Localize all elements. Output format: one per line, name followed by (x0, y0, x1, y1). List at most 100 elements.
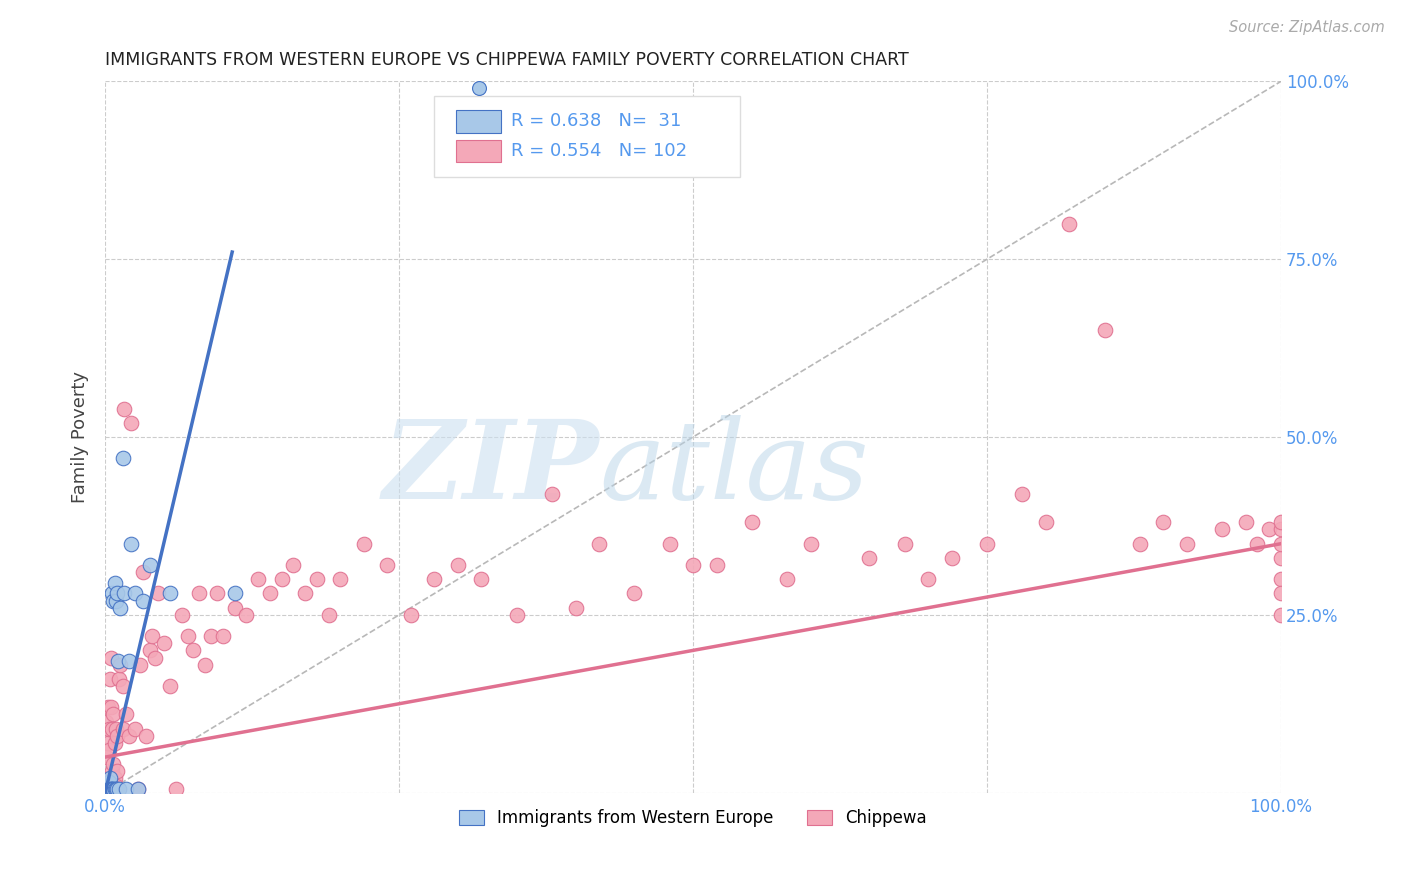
Y-axis label: Family Poverty: Family Poverty (72, 371, 89, 503)
Point (1270, 607, 1292, 622)
Point (224, 586, 246, 600)
Point (97, 775, 120, 789)
Point (124, 586, 146, 600)
Point (110, 600, 132, 615)
Point (143, 650, 166, 665)
Point (1246, 537, 1268, 551)
Point (588, 537, 610, 551)
Point (96, 750, 118, 764)
Point (623, 586, 645, 600)
Point (105, 764, 128, 779)
Point (259, 586, 281, 600)
Text: atlas: atlas (599, 416, 869, 523)
Point (1035, 516, 1057, 530)
Point (96, 714, 118, 729)
Point (235, 607, 257, 622)
Point (100, 700, 122, 714)
Point (139, 643, 162, 657)
Point (111, 451, 134, 466)
Point (97, 722, 120, 736)
Point (105, 782, 128, 797)
Point (100, 650, 122, 665)
Point (1094, 323, 1116, 337)
Point (423, 572, 446, 586)
Point (104, 722, 127, 736)
Point (200, 629, 222, 643)
Point (101, 764, 124, 779)
Text: IMMIGRANTS FROM WESTERN EUROPE VS CHIPPEWA FAMILY POVERTY CORRELATION CHART: IMMIGRANTS FROM WESTERN EUROPE VS CHIPPE… (105, 51, 908, 69)
Point (159, 679, 181, 693)
Point (103, 782, 125, 797)
Point (107, 654, 129, 668)
Point (100, 782, 122, 797)
Point (146, 586, 169, 600)
Point (100, 782, 122, 797)
Point (1270, 537, 1292, 551)
Legend: Immigrants from Western Europe, Chippewa: Immigrants from Western Europe, Chippewa (453, 803, 934, 834)
Point (941, 550, 963, 565)
Point (111, 722, 134, 736)
Point (135, 729, 157, 743)
Point (98, 772, 121, 786)
Point (104, 736, 127, 750)
Point (976, 537, 998, 551)
Point (103, 593, 125, 607)
Point (893, 537, 915, 551)
Point (211, 629, 233, 643)
Point (103, 707, 125, 722)
Point (115, 707, 138, 722)
Text: R = 0.554   N= 102: R = 0.554 N= 102 (510, 142, 688, 160)
Text: Source: ZipAtlas.com: Source: ZipAtlas.com (1229, 20, 1385, 35)
Point (104, 782, 127, 797)
Point (1270, 516, 1292, 530)
FancyBboxPatch shape (434, 95, 740, 178)
Point (139, 558, 162, 572)
Point (107, 782, 129, 797)
Point (706, 558, 728, 572)
Point (120, 537, 142, 551)
Point (141, 629, 163, 643)
Point (110, 657, 132, 672)
Point (1270, 572, 1292, 586)
Point (97, 736, 120, 750)
Point (1129, 537, 1152, 551)
Point (506, 607, 529, 622)
Point (132, 593, 155, 607)
Point (105, 729, 128, 743)
Point (132, 565, 155, 579)
FancyBboxPatch shape (456, 110, 502, 133)
Point (188, 586, 211, 600)
Point (97, 743, 120, 757)
Point (104, 575, 127, 590)
Point (224, 600, 246, 615)
Point (101, 586, 124, 600)
Point (104, 593, 127, 607)
Point (205, 586, 228, 600)
Text: R = 0.638   N=  31: R = 0.638 N= 31 (510, 112, 682, 130)
Point (98, 672, 121, 686)
Point (97, 700, 120, 714)
Point (1059, 217, 1081, 231)
Point (153, 636, 176, 650)
Point (129, 657, 152, 672)
Point (447, 558, 470, 572)
Point (917, 572, 939, 586)
Point (111, 679, 134, 693)
Point (399, 607, 422, 622)
Point (1175, 537, 1198, 551)
Point (98, 779, 121, 793)
Point (108, 782, 131, 797)
Point (127, 782, 149, 797)
Point (270, 572, 292, 586)
Point (1211, 523, 1233, 537)
Point (183, 643, 205, 657)
Point (564, 600, 586, 615)
Point (1152, 516, 1174, 530)
Point (108, 672, 131, 686)
Point (194, 657, 217, 672)
Point (118, 729, 141, 743)
Point (98, 782, 121, 797)
Point (127, 782, 149, 797)
Point (1270, 550, 1292, 565)
Point (776, 572, 799, 586)
